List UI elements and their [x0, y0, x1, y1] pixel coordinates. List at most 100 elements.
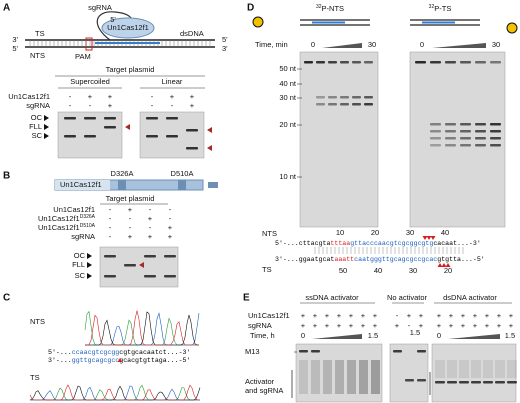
- label: Un1Cas12f1: [107, 23, 149, 32]
- gel-band: [84, 117, 96, 120]
- gel-band: [460, 130, 471, 133]
- gel-band: [340, 103, 349, 106]
- sequence-part: cgtgcacaatct...-3': [119, 349, 190, 356]
- gel-band: [430, 137, 441, 140]
- arrowhead: [117, 358, 123, 362]
- label: TS: [30, 373, 40, 382]
- sign: +: [108, 101, 113, 110]
- gel-band: [304, 61, 313, 64]
- probe-name: P-NTS: [322, 4, 345, 13]
- sign: -: [169, 205, 172, 214]
- sign: -: [169, 214, 172, 223]
- sign: +: [148, 214, 153, 223]
- domain-bar: [55, 180, 110, 190]
- sign: -: [109, 205, 112, 214]
- arrowhead: [87, 253, 92, 259]
- label: Target plasmid: [106, 65, 155, 74]
- gel-smear: [359, 360, 368, 394]
- row-label-sup: D510A: [80, 223, 96, 229]
- chromatogram-trace: [84, 310, 199, 346]
- gel-band: [104, 275, 116, 278]
- gel-band: [311, 350, 320, 353]
- label: sgRNA: [26, 101, 50, 110]
- label: 5': [222, 35, 228, 44]
- label: TS: [35, 29, 45, 38]
- sign: +: [128, 232, 133, 241]
- label: No activator: [387, 293, 428, 302]
- sign: +: [485, 311, 490, 320]
- sign: +: [473, 321, 478, 330]
- gel-band: [166, 135, 178, 138]
- sign: -: [129, 214, 132, 223]
- sign: +: [419, 321, 424, 330]
- sequence-part: caatgggttgcagcgccgcac: [354, 256, 437, 263]
- arrowhead: [44, 133, 49, 139]
- label: Linear: [162, 77, 183, 86]
- gel-band: [445, 130, 456, 133]
- domain-block: [118, 180, 126, 190]
- sign: +: [437, 311, 442, 320]
- gel-band: [490, 144, 501, 147]
- arrowhead: [44, 115, 49, 121]
- sign: +: [128, 205, 133, 214]
- label: 40: [374, 266, 382, 275]
- sequence-part: 3'-...: [48, 357, 72, 364]
- sequence: 3'-...ggttgcagcgccgcacgtgttaga...-5': [48, 357, 190, 364]
- sign: +: [108, 92, 113, 101]
- label: dsDNA: [180, 29, 204, 38]
- gradient-wedge: [322, 43, 362, 48]
- gel-band: [352, 103, 361, 106]
- gel-band: [364, 103, 373, 106]
- radio-icon: [506, 22, 518, 34]
- panel-label: B: [3, 171, 10, 182]
- sign: +: [437, 321, 442, 330]
- gradient-wedge: [432, 43, 486, 48]
- label: Un1Cas12f1: [248, 311, 290, 320]
- gel-band: [393, 350, 402, 353]
- label: ssDNA activator: [305, 293, 359, 302]
- label: D326A: [111, 169, 134, 178]
- row-label: Un1Cas12f1: [53, 205, 95, 214]
- label: 10 nt: [279, 172, 297, 181]
- sign: +: [497, 311, 502, 320]
- label: sgRNA: [88, 3, 112, 12]
- gel-band: [124, 264, 136, 267]
- gel-band: [460, 123, 471, 126]
- sign: -: [69, 92, 72, 101]
- gel-band: [144, 275, 156, 278]
- gel-band: [475, 144, 486, 147]
- gel-smear: [311, 360, 320, 394]
- label: 50: [339, 266, 347, 275]
- label: NTS: [30, 317, 45, 326]
- sign: +: [395, 321, 400, 330]
- sign: +: [325, 321, 330, 330]
- panel-label: E: [243, 293, 250, 304]
- sign: +: [361, 311, 366, 320]
- label: SC: [32, 131, 43, 140]
- arrowhead: [87, 262, 92, 268]
- arrowhead: [441, 263, 447, 267]
- sequence-part: 5'-...cttacgta: [275, 240, 330, 247]
- gel: [299, 51, 379, 228]
- arrowhead: [207, 127, 212, 133]
- gel-band: [104, 126, 116, 129]
- gel-smear: [347, 360, 356, 394]
- label: PAM: [75, 52, 91, 61]
- gel-smear: [323, 360, 332, 394]
- protein: [101, 17, 155, 39]
- gel-band: [430, 144, 441, 147]
- gel-band: [328, 103, 337, 106]
- gel-band: [352, 96, 361, 99]
- sign: +: [449, 321, 454, 330]
- gel-band: [507, 381, 517, 384]
- row-label: sgRNA: [71, 232, 95, 241]
- label: 5': [110, 15, 116, 24]
- sign: +: [337, 321, 342, 330]
- panel-label: A: [3, 3, 10, 14]
- gel-band: [495, 381, 505, 384]
- label: 30: [406, 228, 414, 237]
- row-label-name: sgRNA: [71, 232, 95, 241]
- label: 50 nt: [279, 64, 297, 73]
- sign: +: [170, 92, 175, 101]
